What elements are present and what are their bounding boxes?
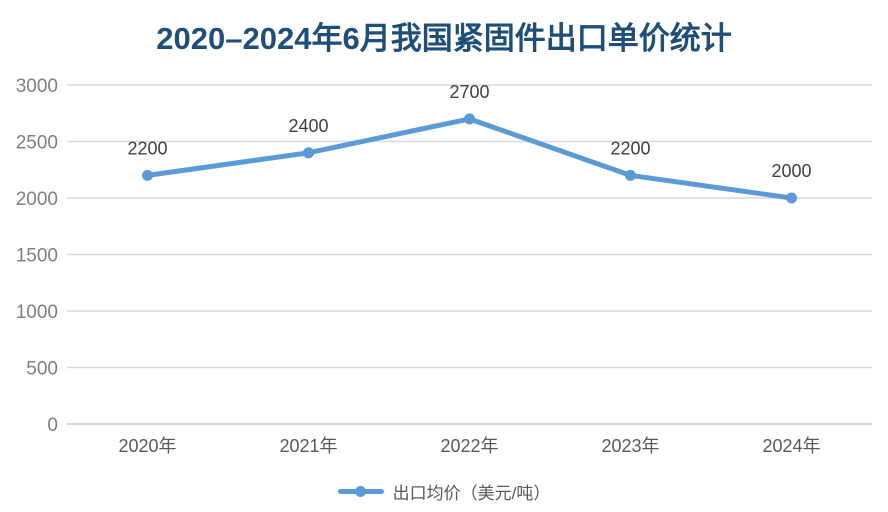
chart-title: 2020–2024年6月我国紧固件出口单价统计	[156, 21, 732, 56]
y-tick-label: 500	[26, 359, 58, 380]
data-point-label: 2000	[771, 161, 811, 181]
data-point-marker	[464, 113, 475, 125]
data-point-label: 2700	[449, 82, 489, 102]
y-tick-label: 0	[47, 415, 58, 436]
data-point-marker	[625, 169, 636, 181]
data-point-label: 2200	[610, 138, 650, 158]
x-tick-label: 2024年	[762, 436, 820, 456]
y-tick-label: 2000	[16, 189, 58, 210]
x-tick-label: 2023年	[601, 436, 659, 456]
y-tick-label: 3000	[16, 76, 58, 97]
data-point-label: 2400	[288, 116, 328, 136]
data-point-marker	[142, 169, 153, 181]
data-point-label: 2200	[127, 138, 167, 158]
series-line	[145, 116, 794, 201]
legend-label: 出口均价（美元/吨）	[392, 484, 551, 503]
y-tick-label: 2500	[16, 133, 58, 154]
x-tick-label: 2020年	[118, 436, 176, 456]
y-tick-label: 1000	[16, 302, 58, 323]
y-tick-label: 1500	[16, 246, 58, 267]
legend: 出口均价（美元/吨）	[0, 479, 888, 504]
x-tick-label: 2021年	[279, 436, 337, 456]
data-point-marker	[303, 147, 314, 159]
x-tick-label: 2022年	[440, 436, 498, 456]
data-point-marker	[786, 192, 797, 204]
legend-line-marker-icon	[337, 486, 384, 497]
